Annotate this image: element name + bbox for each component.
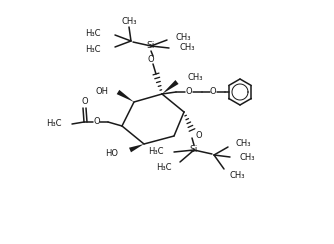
- Text: Si: Si: [190, 145, 198, 154]
- Text: CH₃: CH₃: [187, 73, 202, 82]
- Text: CH₃: CH₃: [240, 152, 256, 162]
- Text: Si: Si: [147, 41, 155, 51]
- Text: HO: HO: [105, 150, 118, 159]
- Text: O: O: [82, 98, 88, 106]
- Text: O: O: [210, 88, 216, 96]
- Text: CH₃: CH₃: [179, 43, 194, 52]
- Polygon shape: [129, 144, 144, 152]
- Text: H₃C: H₃C: [86, 44, 101, 53]
- Text: CH₃: CH₃: [175, 32, 190, 41]
- Text: H₃C: H₃C: [46, 120, 62, 129]
- Polygon shape: [117, 90, 134, 102]
- Text: H₃C: H₃C: [157, 163, 172, 173]
- Text: OH: OH: [96, 87, 109, 95]
- Text: CH₃: CH₃: [121, 17, 137, 26]
- Text: H₃C: H₃C: [149, 148, 164, 156]
- Text: O: O: [94, 118, 100, 126]
- Polygon shape: [162, 80, 179, 94]
- Text: O: O: [148, 54, 154, 63]
- Text: H₃C: H₃C: [86, 29, 101, 38]
- Text: CH₃: CH₃: [236, 139, 252, 148]
- Text: O: O: [195, 131, 202, 140]
- Text: CH₃: CH₃: [230, 171, 245, 180]
- Text: O: O: [186, 88, 192, 96]
